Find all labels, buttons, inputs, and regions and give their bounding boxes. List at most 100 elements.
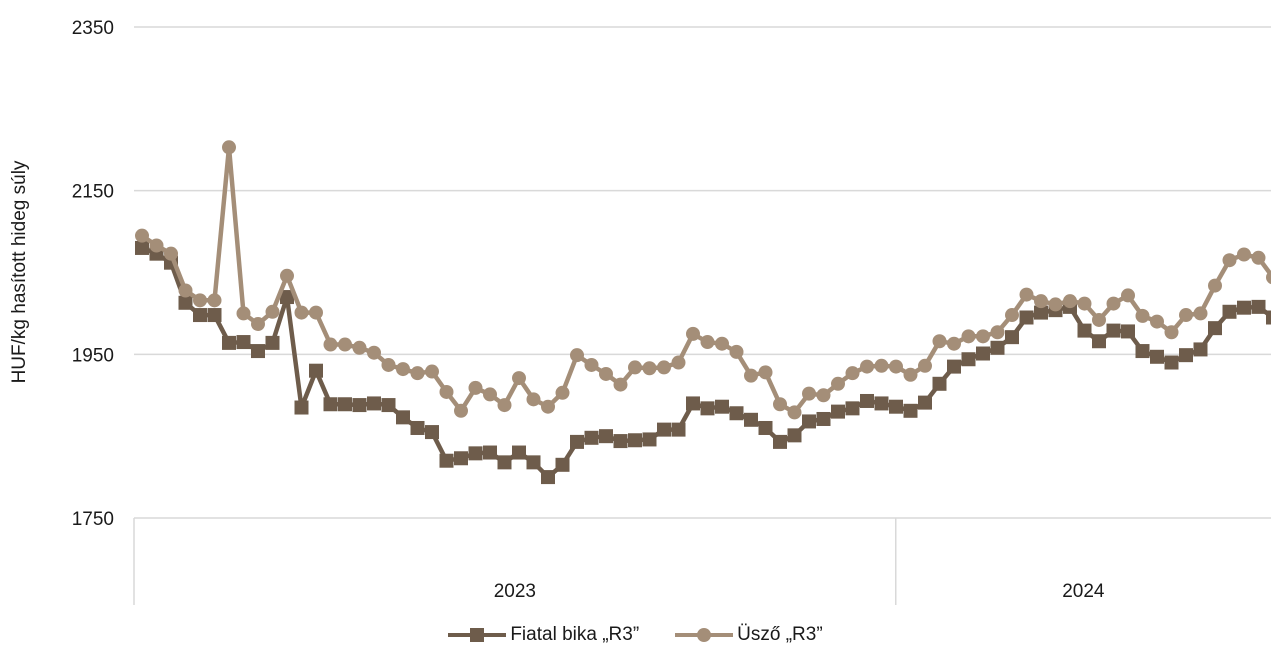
x-group-label: 2023: [494, 581, 536, 602]
data-point: [483, 387, 497, 402]
data-point: [1034, 294, 1048, 309]
gridlines: [134, 26, 1271, 519]
data-point: [410, 366, 425, 381]
data-point: [367, 396, 381, 411]
data-point: [1251, 250, 1266, 265]
data-point: [889, 359, 903, 374]
data-point: [222, 335, 236, 350]
data-point: [831, 376, 845, 391]
data-point: [309, 363, 323, 378]
data-point: [1251, 299, 1266, 314]
data-point: [976, 329, 990, 344]
data-point: [381, 398, 396, 413]
data-point: [1048, 297, 1063, 312]
data-point: [1092, 334, 1106, 349]
data-point: [729, 406, 744, 421]
data-point: [903, 367, 918, 382]
data-point: [1179, 348, 1193, 363]
y-tick-label: 2350: [72, 18, 114, 39]
data-point: [1164, 355, 1179, 370]
data-point: [178, 295, 193, 310]
data-point: [1077, 323, 1092, 338]
data-point: [338, 337, 352, 352]
data-point: [207, 308, 222, 323]
data-point: [526, 455, 541, 470]
data-point: [323, 397, 338, 412]
data-point: [338, 397, 352, 412]
data-point: [657, 360, 671, 375]
data-point: [932, 334, 947, 349]
data-point: [526, 392, 541, 407]
data-point: [918, 395, 932, 410]
data-point: [845, 401, 860, 416]
data-point: [1208, 321, 1222, 336]
data-point: [352, 398, 367, 413]
data-point: [613, 377, 628, 392]
data-point: [178, 283, 193, 298]
legend-label-series-1: Fiatal bika „R3”: [510, 624, 640, 645]
data-point: [396, 362, 410, 377]
data-point: [599, 429, 613, 444]
data-point: [439, 453, 454, 468]
data-point: [1077, 296, 1092, 311]
data-point: [1237, 300, 1251, 315]
data-point: [1019, 287, 1034, 302]
data-point: [773, 434, 787, 449]
data-point: [584, 357, 599, 372]
data-point: [497, 455, 512, 470]
data-point: [1135, 308, 1150, 323]
data-point: [352, 340, 367, 355]
data-point: [947, 359, 961, 374]
data-point: [425, 364, 439, 379]
data-point: [990, 340, 1005, 355]
data-point: [454, 451, 468, 466]
data-point: [1208, 278, 1222, 293]
data-point: [468, 446, 483, 461]
data-point: [773, 397, 787, 412]
data-point: [265, 335, 280, 350]
data-point: [657, 422, 671, 437]
data-point: [845, 366, 860, 381]
data-point: [976, 346, 990, 361]
data-point: [860, 393, 874, 408]
data-point: [207, 293, 222, 308]
data-point: [193, 308, 207, 323]
data-point: [1005, 330, 1019, 345]
data-point: [410, 420, 425, 435]
y-tick-label: 1750: [72, 509, 114, 530]
data-point: [1019, 310, 1034, 325]
legend-item-series-2: Üsző „R3”: [675, 624, 823, 646]
data-point: [541, 470, 555, 485]
data-point: [1150, 349, 1164, 364]
data-point: [1222, 304, 1237, 319]
legend: Fiatal bika „R3” Üsző „R3”: [0, 624, 1271, 646]
series-line: [141, 245, 1271, 480]
data-point: [454, 403, 468, 418]
data-point: [686, 326, 700, 341]
data-point: [715, 336, 729, 351]
data-point: [700, 335, 715, 350]
data-point: [671, 422, 686, 437]
data-point: [1222, 253, 1237, 268]
data-point: [642, 361, 657, 376]
data-point: [512, 445, 526, 460]
data-point: [1266, 310, 1271, 325]
data-point: [628, 360, 642, 375]
legend-label-series-2: Üsző „R3”: [737, 624, 823, 645]
data-point: [1106, 323, 1121, 338]
data-point: [570, 348, 584, 363]
data-point: [251, 344, 265, 359]
data-point: [990, 325, 1005, 340]
data-point: [628, 433, 642, 448]
data-point: [802, 386, 816, 401]
y-tick-label: 2150: [72, 182, 114, 203]
data-point: [1150, 314, 1164, 329]
data-point: [700, 401, 715, 416]
data-point: [744, 368, 758, 383]
data-point: [1063, 294, 1077, 309]
data-point: [251, 317, 265, 332]
data-point: [1164, 325, 1179, 340]
data-point: [236, 335, 251, 350]
data-point: [323, 337, 338, 352]
data-point: [1237, 247, 1251, 262]
